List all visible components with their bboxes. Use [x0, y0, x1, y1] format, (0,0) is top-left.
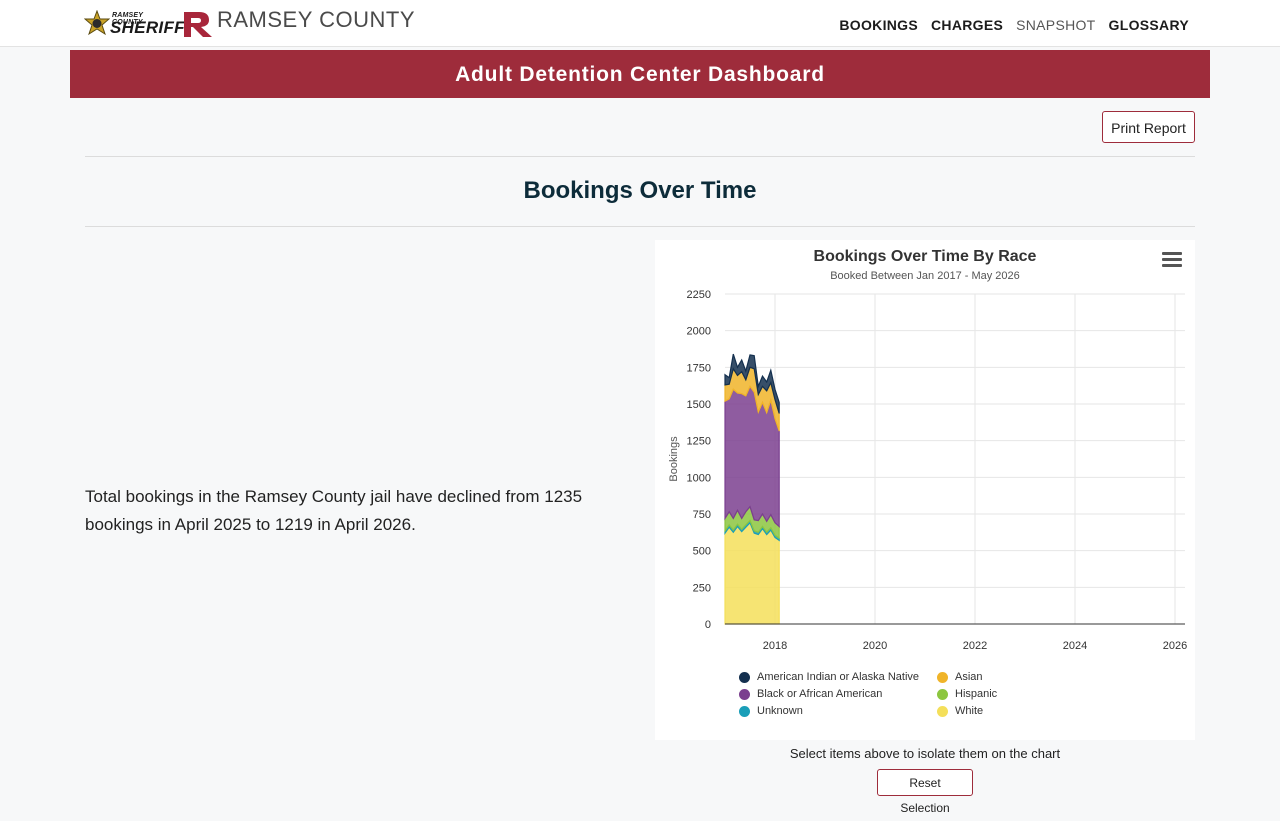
bookings-summary-text: Total bookings in the Ramsey County jail… [85, 487, 583, 534]
chart-legend: American Indian or Alaska Native Asian Bla… [739, 670, 1119, 718]
legend-label: White [955, 705, 984, 717]
sheriff-logo-small-text: RAMSEY COUNTY [112, 12, 144, 26]
nav-snapshot[interactable]: SNAPSHOT [1016, 17, 1096, 33]
y-tick-label: 2000 [687, 326, 711, 338]
divider [85, 156, 1195, 157]
sheriff-logo-big-text: SHERIFF [110, 18, 185, 37]
legend-label: Asian [955, 671, 983, 683]
hamburger-menu-icon[interactable] [1162, 252, 1182, 268]
legend-marker-icon [937, 705, 948, 717]
x-tick-label: 2022 [963, 640, 987, 652]
y-tick-label: 250 [693, 582, 711, 594]
legend-marker-icon [739, 671, 750, 683]
county-name[interactable]: RAMSEY COUNTY [217, 7, 416, 32]
area-series-black-or-african-american [724, 385, 780, 528]
x-tick-label: 2026 [1163, 640, 1187, 652]
top-navbar: RAMSEY COUNTY SHERIFF RAMSEY COUNTY BOOK… [0, 0, 1280, 47]
legend-item-unknown[interactable]: Unknown [739, 704, 937, 718]
nav-charges[interactable]: CHARGES [931, 17, 1004, 33]
reset-selection-button[interactable]: Reset Selection [877, 769, 973, 815]
legend-label: Black or African American [757, 688, 883, 700]
dashboard-banner-title: Adult Detention Center Dashboard [70, 50, 1210, 98]
y-tick-label: 1750 [687, 362, 711, 374]
legend-marker-icon [937, 671, 948, 683]
legend-item-hispanic[interactable]: Hispanic [937, 687, 1117, 701]
y-tick-label: 1250 [687, 436, 711, 448]
nav-glossary[interactable]: GLOSSARY [1108, 17, 1189, 33]
ramsey-county-r-icon [184, 12, 212, 37]
y-tick-label: 1500 [687, 399, 711, 411]
y-tick-label: 2250 [687, 289, 711, 301]
legend-label: Unknown [757, 705, 803, 717]
legend-marker-icon [739, 705, 750, 717]
print-report-button[interactable]: Print Report [1102, 111, 1195, 143]
legend-label: American Indian or Alaska Native [757, 671, 920, 683]
y-tick-label: 750 [693, 509, 711, 521]
legend-marker-icon [937, 688, 948, 700]
y-tick-label: 1000 [687, 472, 711, 484]
y-tick-label: 500 [693, 546, 711, 558]
legend-label: Hispanic [955, 688, 998, 700]
section-title: Bookings Over Time [523, 177, 757, 204]
legend-item-white[interactable]: White [937, 704, 1117, 718]
nav-bookings[interactable]: BOOKINGS [839, 17, 919, 33]
legend-marker-icon [739, 688, 750, 700]
y-tick-label: 0 [705, 619, 711, 631]
sheriff-logo[interactable]: RAMSEY COUNTY SHERIFF [84, 10, 185, 38]
chart-subtitle: Booked Between Jan 2017 - May 2026 [830, 270, 1020, 282]
select-instruction-text: Select items above to isolate them on th… [789, 746, 1061, 761]
x-tick-label: 2018 [763, 640, 787, 652]
chart-canvas: Bookings Over Time By Race Booked Between… [668, 248, 1187, 652]
legend-item-asian[interactable]: Asian [937, 670, 1117, 684]
x-tick-label: 2020 [863, 640, 887, 652]
area-series-american-indian-or-alaska-native [724, 353, 780, 414]
legend-item-american-indian-or-alaska-native[interactable]: American Indian or Alaska Native [739, 670, 937, 684]
legend-item-black-or-african-american[interactable]: Black or African American [739, 687, 937, 701]
main-nav: BOOKINGS CHARGES SNAPSHOT GLOSSARY [839, 17, 1189, 33]
sheriff-star-icon [84, 10, 110, 36]
chart-title: Bookings Over Time By Race [814, 248, 1037, 265]
bookings-by-race-chart: Bookings Over Time By Race Booked Between… [655, 240, 1195, 740]
area-series-white [724, 521, 780, 625]
y-axis-label: Bookings [668, 436, 680, 482]
x-tick-label: 2024 [1063, 640, 1087, 652]
divider [85, 226, 1195, 227]
